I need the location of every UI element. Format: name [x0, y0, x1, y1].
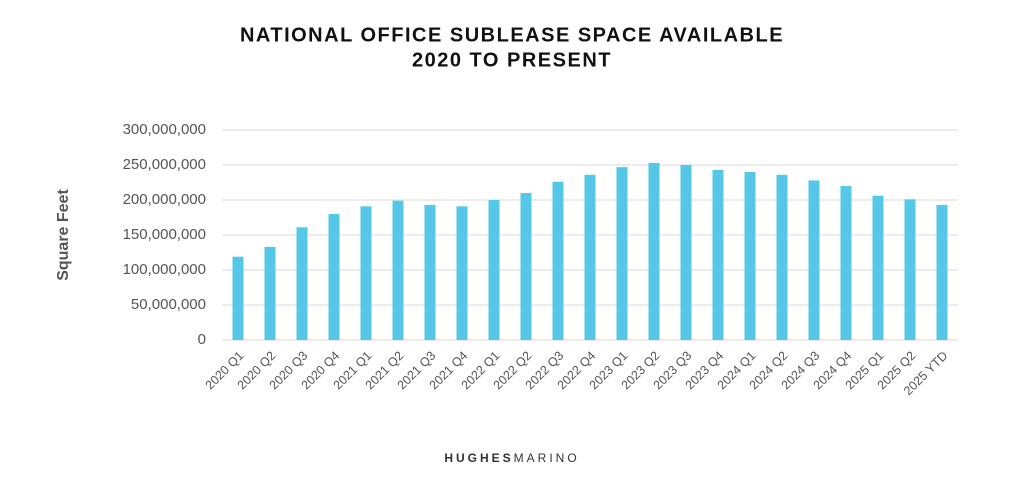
bar [360, 206, 372, 340]
bar [520, 193, 532, 340]
bar [392, 200, 404, 340]
bar [744, 172, 756, 340]
bar [872, 195, 884, 340]
bar [648, 162, 660, 340]
y-tick-label: 250,000,000 [123, 156, 206, 173]
bar [904, 199, 916, 340]
y-tick-label: 100,000,000 [123, 261, 206, 278]
bar [264, 246, 276, 340]
bar [232, 256, 244, 340]
bar [776, 174, 788, 340]
bar [328, 214, 340, 340]
y-axis-label: Square Feet [55, 189, 72, 281]
footer-brand: HUGHESMARINO [444, 451, 579, 465]
bar [424, 204, 436, 340]
brand-light: MARINO [514, 451, 580, 465]
y-tick-label: 0 [198, 331, 206, 348]
bar [584, 174, 596, 340]
bar [616, 167, 628, 340]
bar [296, 227, 308, 340]
y-tick-label: 300,000,000 [123, 121, 206, 138]
bar [712, 169, 724, 340]
chart-subtitle: 2020 TO PRESENT [412, 49, 612, 71]
y-tick-label: 50,000,000 [131, 296, 206, 313]
bar [808, 180, 820, 340]
chart-title: NATIONAL OFFICE SUBLEASE SPACE AVAILABLE [240, 24, 784, 46]
bar [488, 200, 500, 340]
y-tick-label: 150,000,000 [123, 226, 206, 243]
bar [456, 206, 468, 340]
bar [840, 186, 852, 340]
brand-bold: HUGHES [444, 451, 513, 465]
bar [552, 181, 564, 340]
y-tick-label: 200,000,000 [123, 191, 206, 208]
bar [680, 165, 692, 340]
bar [936, 204, 948, 340]
